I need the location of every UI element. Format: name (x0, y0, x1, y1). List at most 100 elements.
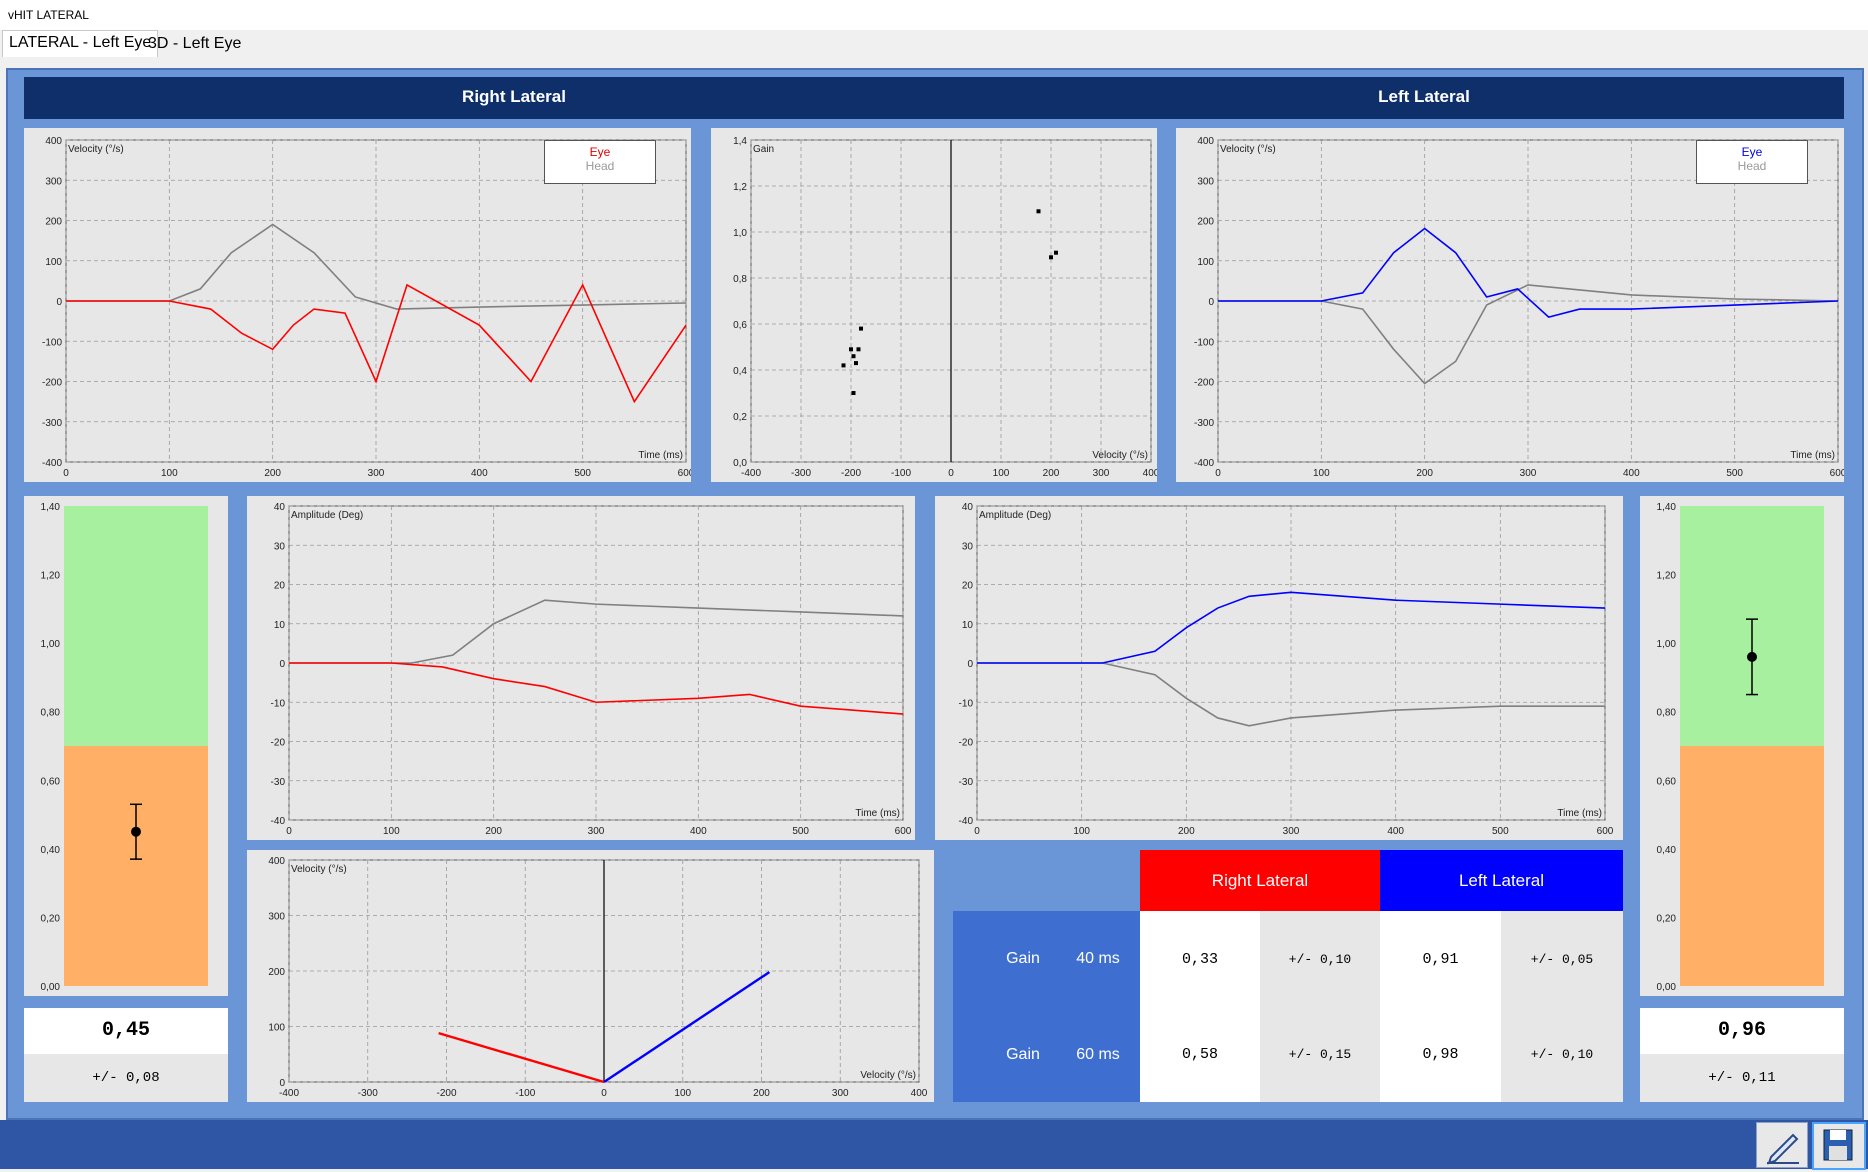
row-label-block (953, 911, 1140, 1102)
x-tick-label: -400 (741, 468, 761, 479)
y-tick-label: 0 (967, 659, 973, 670)
y-tick-label: 1,40 (41, 502, 61, 513)
tab-lateral-left-eye[interactable]: LATERAL - Left Eye (2, 30, 159, 57)
x-tick-label: 0 (286, 826, 292, 837)
x-tick-label: 300 (1283, 826, 1300, 837)
y-tick-label: 0 (56, 297, 62, 308)
tab-3d-left-eye[interactable]: 3D - Left Eye (148, 35, 242, 52)
left-gain-gauge: 1,40 1,20 1,00 0,80 0,60 0,40 0,20 0,00 (1640, 496, 1844, 996)
x-tick-label: 300 (588, 826, 605, 837)
y-tick-label: 200 (1197, 217, 1214, 228)
series-line-head (977, 662, 1605, 727)
y-tick-label: 30 (274, 541, 286, 552)
gain-point (851, 391, 856, 395)
y-tick-label: 1,00 (1657, 639, 1677, 650)
x-tick-label: 100 (993, 468, 1010, 479)
x-axis-label: Velocity (°/s) (1092, 450, 1148, 461)
gauge-orange-zone (1680, 746, 1824, 986)
velocity-regression-chart: -400 -300 -200 -100 0 100 200 300 400 400 300 200 10… (247, 850, 934, 1102)
x-tick-label: 0 (974, 826, 980, 837)
y-tick-label: 0,40 (41, 845, 61, 856)
legend-eye: Eye (1741, 145, 1763, 159)
y-tick-label: 100 (1197, 257, 1214, 268)
left-velocity-legend: Eye Head (1696, 140, 1808, 184)
right-gain-60: 0,58 (1140, 1007, 1260, 1102)
y-tick-label: -300 (1194, 418, 1214, 429)
gain-point (1049, 255, 1053, 260)
regression-line-left (603, 971, 771, 1083)
y-tick-label: -40 (959, 816, 974, 827)
legend-head: Head (585, 159, 615, 173)
x-tick-label: -100 (515, 1088, 535, 1099)
y-tick-label: 200 (268, 967, 285, 978)
gain-point (841, 363, 846, 368)
right-amplitude-chart: 0 100 200 300 400 500 600 40 30 20 10 0 -10 -20 -30 -40… (247, 496, 915, 840)
y-tick-label: -30 (959, 777, 974, 788)
x-tick-label: 300 (368, 468, 385, 479)
y-tick-label: 300 (268, 912, 285, 923)
y-tick-label: 300 (45, 176, 62, 187)
y-tick-label: 100 (268, 1023, 285, 1034)
series-line-eye (977, 591, 1606, 664)
y-tick-label: -20 (959, 738, 974, 749)
y-tick-label: 0,0 (733, 458, 747, 469)
gauge-green-zone (64, 506, 208, 746)
right-gain-gauge: 1,40 1,20 1,00 0,80 0,60 0,40 0,20 0,00 (24, 496, 228, 996)
x-tick-label: 300 (1520, 468, 1537, 479)
x-tick-label: 0 (948, 468, 954, 479)
x-tick-label: 400 (1387, 826, 1404, 837)
col-right-lateral: Right Lateral (1140, 850, 1380, 911)
y-tick-label: 0,6 (733, 320, 747, 331)
y-tick-label: 10 (274, 620, 286, 631)
x-tick-label: -300 (358, 1088, 378, 1099)
x-tick-label: 100 (383, 826, 400, 837)
y-axis-label: Velocity (°/s) (1220, 144, 1276, 155)
section-header: Right Lateral Left Lateral (24, 77, 1844, 119)
row-gain-label: Gain (1006, 950, 1040, 967)
save-button[interactable] (1812, 1122, 1866, 1170)
y-tick-label: -40 (271, 816, 286, 827)
left-gain-sd: +/- 0,11 (1640, 1054, 1844, 1102)
x-axis-label: Time (ms) (855, 808, 900, 819)
y-tick-label: 40 (962, 502, 974, 513)
y-axis-label: Velocity (°/s) (291, 864, 347, 875)
col-left-lateral: Left Lateral (1380, 850, 1623, 911)
gain-point (854, 361, 858, 366)
gain-point (851, 354, 856, 359)
y-tick-label: 0,20 (41, 913, 61, 924)
bottom-toolbar (0, 1120, 1868, 1169)
legend-head: Head (1737, 159, 1767, 173)
x-tick-label: -400 (279, 1088, 299, 1099)
y-axis-label: Amplitude (Deg) (291, 510, 363, 521)
y-tick-label: 400 (268, 856, 285, 867)
left-gain-60: 0,98 (1380, 1007, 1501, 1102)
y-tick-label: 40 (274, 502, 286, 513)
y-tick-label: 200 (45, 217, 62, 228)
y-tick-label: -200 (42, 378, 62, 389)
y-tick-label: -10 (271, 698, 286, 709)
y-tick-label: 30 (962, 541, 974, 552)
y-tick-label: 0 (1208, 297, 1214, 308)
gain-point (849, 347, 853, 352)
x-tick-label: 400 (471, 468, 488, 479)
x-tick-label: 400 (911, 1088, 928, 1099)
x-axis-label: Time (ms) (638, 450, 683, 461)
y-tick-label: 1,0 (733, 228, 747, 239)
x-tick-label: 300 (1093, 468, 1110, 479)
left-sd-40: +/- 0,05 (1501, 911, 1623, 1007)
x-tick-label: 100 (674, 1088, 691, 1099)
edit-button[interactable] (1756, 1122, 1808, 1168)
row-gain-label: Gain (1006, 1045, 1040, 1063)
y-tick-label: 300 (1197, 176, 1214, 187)
y-tick-label: 0,80 (1657, 708, 1677, 719)
y-tick-label: 400 (45, 136, 62, 147)
x-tick-label: 400 (1143, 468, 1157, 479)
x-tick-label: -300 (791, 468, 811, 479)
edit-icon (1767, 1133, 1799, 1165)
y-tick-label: -100 (42, 337, 62, 348)
y-tick-label: -200 (1194, 378, 1214, 389)
y-tick-label: 1,4 (733, 136, 747, 147)
y-tick-label: 0,80 (41, 708, 61, 719)
series-line-eye (1218, 227, 1839, 318)
x-tick-label: 500 (574, 468, 591, 479)
